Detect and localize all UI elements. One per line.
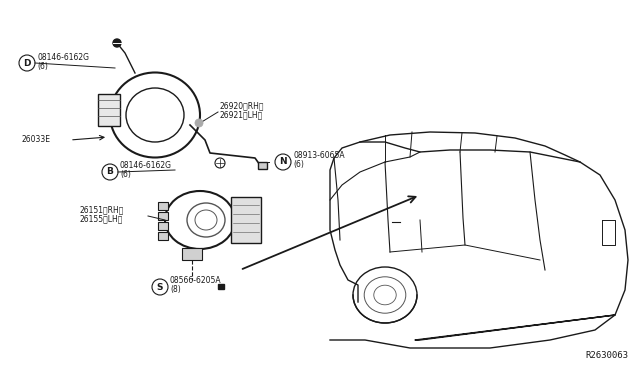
Text: (6): (6) [120, 170, 131, 179]
Circle shape [195, 119, 203, 127]
FancyBboxPatch shape [158, 202, 168, 210]
Text: 26151〈RH〉: 26151〈RH〉 [80, 205, 124, 214]
Text: 08146-6162G: 08146-6162G [37, 53, 89, 62]
Text: 08146-6162G: 08146-6162G [120, 161, 172, 170]
Text: (8): (8) [170, 285, 180, 294]
FancyBboxPatch shape [158, 232, 168, 240]
Text: 26033E: 26033E [22, 135, 51, 144]
Text: 26920〈RH〉: 26920〈RH〉 [220, 101, 264, 110]
Text: (6): (6) [37, 62, 48, 71]
FancyBboxPatch shape [182, 248, 202, 260]
FancyBboxPatch shape [158, 212, 168, 220]
FancyBboxPatch shape [98, 94, 120, 126]
Text: (6): (6) [293, 160, 304, 169]
Text: 26921〈LH〉: 26921〈LH〉 [220, 110, 263, 119]
Text: S: S [157, 282, 163, 292]
Text: D: D [23, 58, 31, 67]
Bar [218, 284, 224, 289]
Text: B: B [107, 167, 113, 176]
Text: 08913-6065A: 08913-6065A [293, 151, 344, 160]
Text: R2630063: R2630063 [585, 351, 628, 360]
Text: 08566-6205A: 08566-6205A [170, 276, 221, 285]
FancyBboxPatch shape [231, 197, 261, 243]
Text: 26155〈LH〉: 26155〈LH〉 [80, 214, 124, 223]
Circle shape [113, 39, 121, 47]
Text: N: N [279, 157, 287, 167]
FancyBboxPatch shape [258, 162, 267, 169]
FancyBboxPatch shape [158, 222, 168, 230]
